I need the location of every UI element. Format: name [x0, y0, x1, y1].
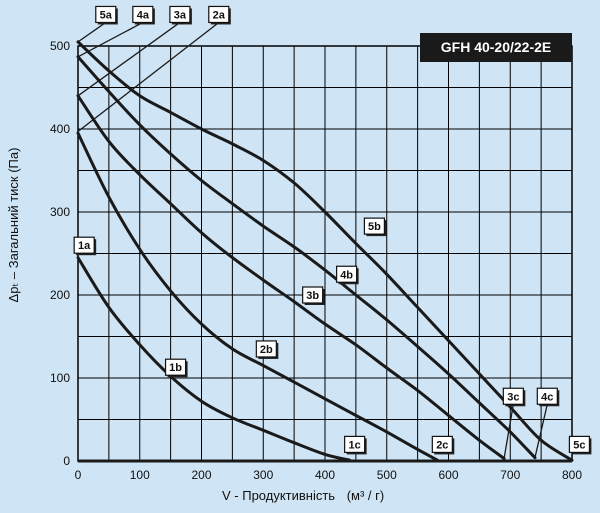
x-axis-title: V - Продуктивність (м³ / г): [222, 488, 384, 503]
label-box: [568, 435, 591, 453]
label-box: [95, 5, 117, 24]
y-tick-label: 300: [50, 205, 70, 219]
label-text: 1a: [78, 240, 91, 252]
label-text: 4c: [541, 391, 553, 403]
y-tick-label: 100: [50, 371, 70, 385]
label-leader-4a: [77, 21, 144, 58]
chart-title: GFH 40-20/22-2E: [441, 39, 552, 55]
label-text: 5c: [573, 439, 585, 451]
label-text: 5a: [100, 9, 113, 21]
label-box: [73, 236, 95, 254]
label-leader-4c: [534, 404, 548, 458]
label-text: 1c: [349, 439, 361, 451]
label-box: [344, 435, 366, 453]
y-tick-label: 0: [63, 454, 70, 468]
curve-label-4c: 4c: [536, 387, 560, 407]
label-leader-3a: [77, 21, 181, 97]
label-box: [132, 5, 154, 24]
label-text: 2a: [213, 9, 226, 21]
label-leader-3c: [503, 404, 514, 459]
label-box: [536, 387, 558, 405]
label-leader-2a: [77, 21, 220, 133]
x-tick-label: 400: [315, 468, 335, 482]
y-tick-label: 400: [50, 122, 70, 136]
label-text: 3c: [507, 391, 519, 403]
x-tick-label: 200: [191, 468, 211, 482]
label-box: [302, 286, 324, 304]
curve-5: [76, 40, 574, 462]
curve-label-3b: 3b: [302, 286, 325, 305]
curve-label-5a: 5a: [95, 5, 118, 25]
y-tick-label: 200: [50, 288, 70, 302]
label-leader-5a: [77, 21, 107, 43]
x-tick-label: 600: [438, 468, 458, 482]
y-tick-label: 500: [50, 39, 70, 53]
curve-label-1b: 1b: [164, 358, 188, 378]
y-axis-title: Δpₜ – Загальний тиск (Па): [6, 148, 21, 303]
x-axis-label: V - Продуктивність: [222, 488, 335, 503]
label-text: 2c: [436, 439, 448, 451]
curve-3: [76, 94, 506, 460]
curve-label-2c: 2c: [431, 435, 455, 455]
label-box: [363, 217, 385, 235]
curve-label-2a: 2a: [208, 5, 231, 25]
curve-2: [76, 131, 439, 462]
curve-label-1c: 1c: [344, 435, 367, 455]
title-box: GFH 40-20/22-2E: [420, 33, 572, 62]
label-box: [169, 5, 191, 24]
label-text: 5b: [368, 221, 381, 233]
curve-1: [76, 256, 352, 462]
label-text: 1b: [169, 362, 182, 374]
curve-label-5b: 5b: [363, 217, 387, 237]
label-box: [502, 387, 524, 405]
x-tick-label: 700: [500, 468, 520, 482]
label-box: [255, 340, 277, 358]
x-tick-label: 800: [562, 468, 582, 482]
x-tick-label: 0: [75, 468, 82, 482]
tick-labels: 0 100 200 300 400 500 600 700 800 0 100 200 300 400 50…: [50, 39, 582, 482]
label-box: [208, 5, 230, 24]
label-text: 3a: [174, 9, 187, 21]
curve-label-2b: 2b: [255, 340, 279, 359]
curve-label-1a: 1a: [73, 236, 97, 256]
label-text: 4a: [137, 9, 150, 21]
label-text: 4b: [340, 269, 353, 281]
label-text: 2b: [260, 344, 273, 356]
curve-label-5c: 5c: [568, 435, 592, 455]
curves: [76, 40, 574, 463]
label-box: [336, 265, 358, 283]
label-text: 3b: [306, 290, 319, 302]
curve-label-3a: 3a: [169, 5, 192, 25]
curve-label-4b: 4b: [336, 265, 359, 285]
x-tick-label: 500: [377, 468, 397, 482]
curve-label-3c: 3c: [502, 387, 526, 407]
title-background: [420, 33, 572, 62]
curve-label-4a: 4a: [132, 5, 155, 25]
curve-4: [76, 55, 537, 460]
curve-labels: 1a 1b 1c 2a 2b 2c 3a 3b 3c 4a 4b 4c 5a 5b 5c: [73, 5, 592, 459]
x-tick-label: 300: [253, 468, 273, 482]
x-axis-unit: (м³ / г): [347, 488, 385, 503]
label-box: [431, 435, 453, 453]
label-box: [164, 358, 187, 376]
x-tick-label: 100: [130, 468, 150, 482]
